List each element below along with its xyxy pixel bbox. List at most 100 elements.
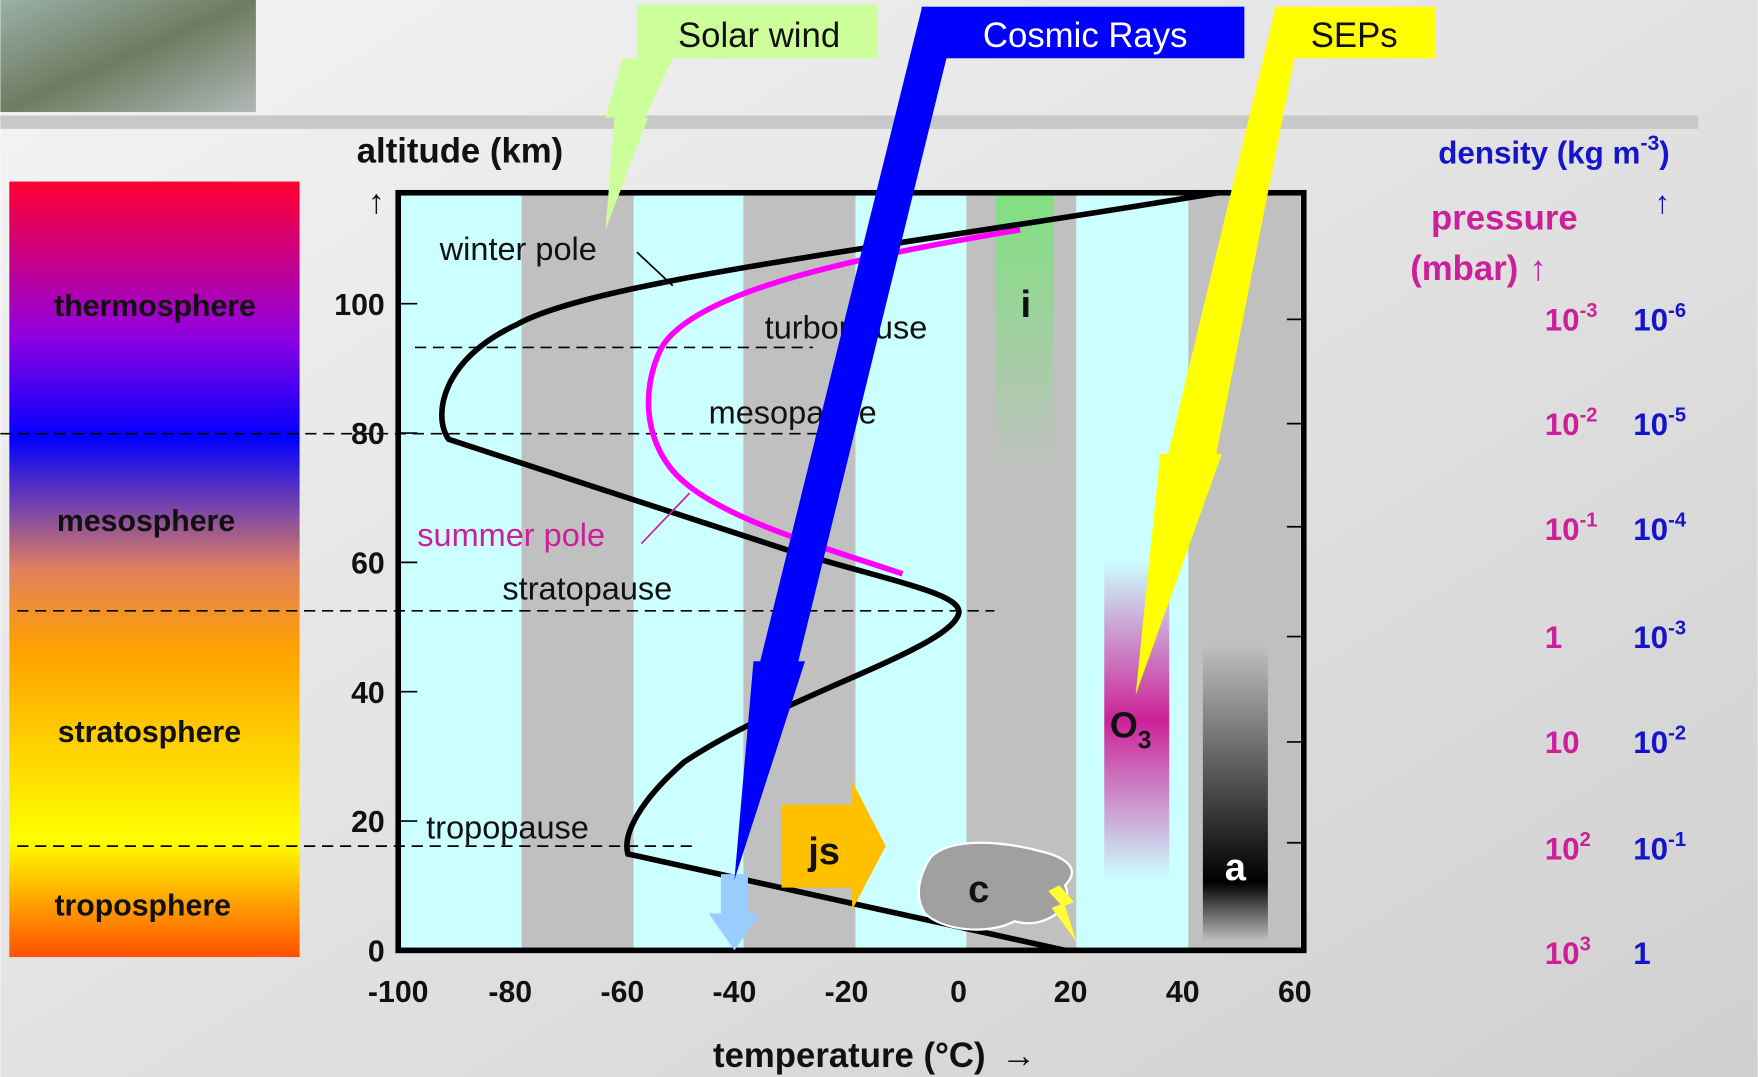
pressure-exp: -3 — [1580, 300, 1598, 322]
x-axis-arrow: → — [1001, 1037, 1036, 1075]
density-base: 10 — [1633, 620, 1668, 655]
density-label-text: density (kg m — [1438, 136, 1640, 171]
x-tick-label: -80 — [488, 976, 532, 1009]
x-tick-label: 40 — [1166, 976, 1200, 1009]
ionosphere-strip — [995, 192, 1054, 473]
density-exp: -5 — [1668, 404, 1686, 426]
lightning — [1048, 885, 1077, 942]
pressure-value: 10-2 — [1545, 404, 1598, 441]
density-value: 1 — [1633, 936, 1650, 971]
pressure-value: 10-1 — [1545, 510, 1598, 547]
density-arrow: ↑ — [1655, 185, 1671, 220]
pressure-base: 10 — [1545, 725, 1580, 760]
density-close: ) — [1659, 136, 1669, 171]
right-ticks — [1286, 318, 1304, 844]
callout-box — [921, 6, 1245, 59]
layer-label: mesosphere — [57, 505, 235, 538]
x-tick-label: -100 — [368, 976, 429, 1009]
density-value: 10-5 — [1633, 404, 1686, 441]
pressure-base: 10 — [1545, 832, 1580, 867]
pressure-exp: -1 — [1580, 510, 1598, 532]
pressure-arrow: ↑ — [1530, 250, 1547, 288]
density-value: 10-6 — [1633, 300, 1686, 337]
callout-label: Cosmic Rays — [983, 17, 1188, 55]
layer-bar — [9, 181, 300, 958]
callout-label: Solar wind — [678, 17, 840, 55]
annotation: stratopause — [502, 571, 672, 607]
pressure-label: pressure — [1431, 200, 1578, 238]
density-base: 1 — [1633, 936, 1650, 971]
ticks: 0 20 40 60 80 100 -100 -80 -60 -40 -20 0 20 40 60 — [334, 289, 1311, 1009]
pressure-base: 1 — [1545, 620, 1562, 655]
arrow — [734, 8, 959, 880]
arrow — [1135, 11, 1304, 695]
pressure-value: 10-3 — [1545, 300, 1598, 337]
y-tick-label: 60 — [351, 548, 385, 581]
callout-pointer — [605, 58, 673, 230]
pressure-base: 10 — [1545, 936, 1580, 971]
density-label: density (kg m-3) — [1438, 131, 1670, 170]
y-tick-label: 80 — [351, 418, 385, 451]
layer-label: troposphere — [54, 890, 230, 923]
plot-frame — [395, 189, 1307, 954]
y-tick-label: 40 — [351, 677, 385, 710]
seps-arrow: SEPs — [1135, 6, 1435, 695]
y-tick-label: 100 — [334, 289, 384, 322]
marker: c — [968, 869, 989, 911]
cloud — [917, 841, 1073, 931]
density-exp: -6 — [1668, 300, 1686, 322]
density-exp: -2 — [1668, 723, 1686, 745]
x-tick-label: 60 — [1278, 976, 1312, 1009]
annotation: summer pole — [417, 517, 605, 553]
band — [521, 192, 634, 951]
summer-pole-curve — [645, 226, 1021, 577]
density-base: 10 — [1633, 832, 1668, 867]
y-axis-arrow: ↑ — [368, 184, 385, 221]
density-exp: -3 — [1668, 617, 1686, 639]
header-image — [0, 0, 256, 113]
aerosol-strip — [1202, 644, 1268, 942]
marker-base: O — [1110, 705, 1138, 745]
layer-label: stratosphere — [58, 716, 241, 749]
winter-pole-curve — [439, 189, 1220, 954]
x-tick-label: -60 — [600, 976, 644, 1009]
density-base: 10 — [1633, 725, 1668, 760]
y-tick-label: 0 — [368, 936, 385, 969]
pressure-unit-text: (mbar) — [1410, 250, 1518, 288]
pressure-value: 102 — [1545, 829, 1591, 866]
callout-label: SEPs — [1311, 17, 1398, 55]
density-base: 10 — [1633, 407, 1668, 442]
y-tick-label: 20 — [351, 806, 385, 839]
density-value: 10-3 — [1633, 617, 1686, 654]
annotation: tropopause — [426, 809, 589, 845]
marker: i — [1021, 284, 1032, 326]
pressure-base: 10 — [1545, 303, 1580, 338]
header-bar — [0, 115, 1699, 129]
marker-sub: 3 — [1138, 728, 1152, 755]
x-tick-label: 20 — [1054, 976, 1088, 1009]
pressure-exp: 3 — [1580, 933, 1591, 955]
density-exp: -4 — [1668, 510, 1687, 532]
density-exp: -3 — [1640, 131, 1659, 155]
density-value: 10-1 — [1633, 829, 1686, 866]
small-arrow — [708, 874, 761, 951]
leader — [636, 251, 674, 287]
density-base: 10 — [1633, 512, 1668, 547]
density-value: 10-4 — [1633, 510, 1687, 547]
pressure-base: 10 — [1545, 407, 1580, 442]
solar-wind-callout: Solar wind — [605, 4, 878, 230]
jet-stream-arrow — [781, 781, 886, 911]
leader — [640, 492, 691, 545]
density-exp: -1 — [1668, 829, 1686, 851]
marker: O3 — [1110, 705, 1152, 754]
x-tick-label: 0 — [950, 976, 967, 1009]
pressure-base: 10 — [1545, 512, 1580, 547]
marker: js — [807, 831, 840, 873]
cosmic-rays-arrow: Cosmic Rays — [734, 6, 1245, 880]
callout-box — [636, 4, 878, 59]
y-axis-label: altitude (km) — [357, 133, 564, 171]
x-axis-label-text: temperature (°C) — [713, 1037, 986, 1075]
marker: a — [1225, 847, 1247, 889]
pressure-value: 103 — [1545, 933, 1591, 970]
